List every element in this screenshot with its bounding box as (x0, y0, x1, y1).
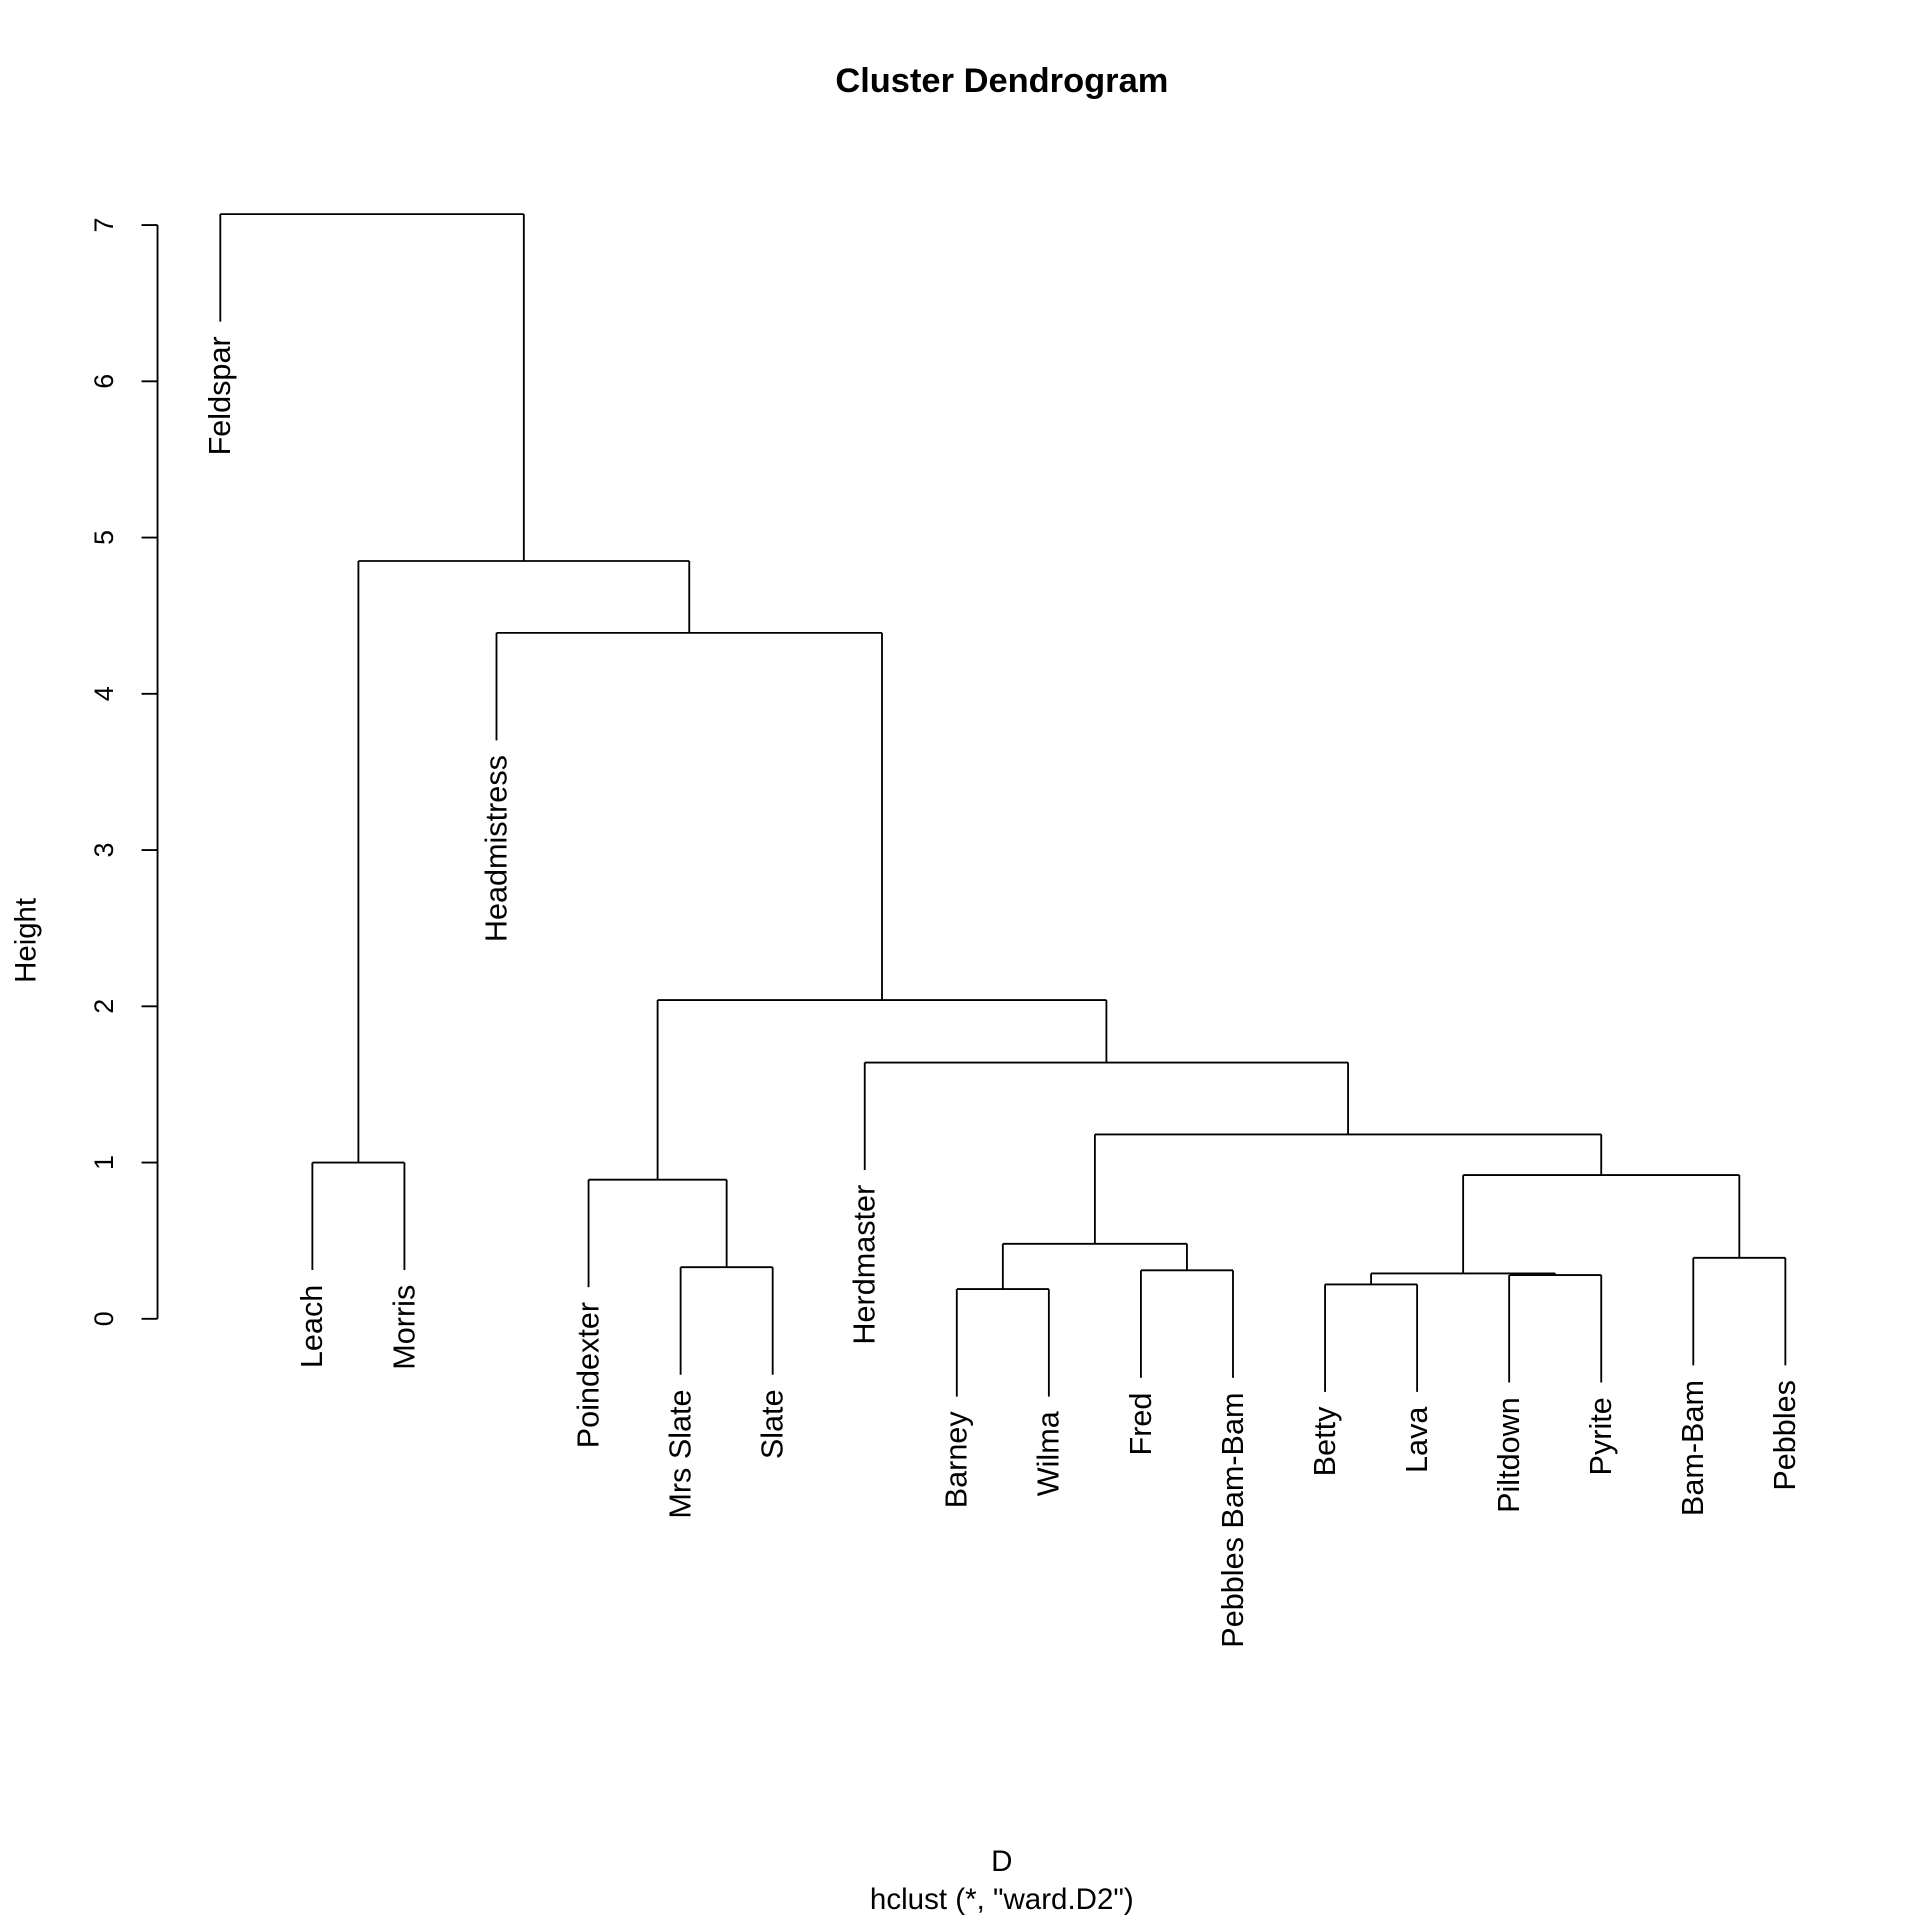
y-axis: 0 1 2 3 4 5 6 7 (89, 218, 159, 1326)
y-tick-label: 6 (89, 374, 119, 389)
leaf-label: Morris (386, 1285, 421, 1370)
leaf-label: Pyrite (1583, 1397, 1618, 1475)
leaf-label: Feldspar (202, 336, 237, 455)
y-tick-label: 0 (89, 1311, 119, 1326)
y-tick-label: 4 (89, 686, 119, 701)
y-tick-label: 2 (89, 999, 119, 1014)
leaf-label: Headmistress (478, 755, 513, 942)
leaf-labels: Barney Wilma Betty Lava Piltdown Pyrite Fred Pe… (202, 336, 1802, 1647)
leaf-label: Wilma (1031, 1410, 1066, 1496)
subtitle: hclust (*, "ward.D2") (870, 1883, 1134, 1916)
y-tick-label: 7 (89, 218, 119, 233)
y-tick-label: 5 (89, 530, 119, 545)
leaf-label: Lava (1399, 1406, 1434, 1473)
chart-title: Cluster Dendrogram (835, 62, 1168, 100)
leaf-label: Mrs Slate (662, 1389, 697, 1518)
leaf-label: Bam-Bam (1675, 1380, 1710, 1516)
y-axis-label: Height (10, 898, 43, 983)
leaf-label: Slate (754, 1389, 789, 1459)
leaf-label: Pebbles Bam-Bam (1215, 1393, 1250, 1648)
x-axis-label: D (991, 1845, 1012, 1878)
leaf-label: Betty (1307, 1406, 1342, 1476)
leaf-label: Leach (294, 1285, 329, 1368)
leaf-label: Piltdown (1491, 1397, 1526, 1513)
leaf-label: Herdmaster (847, 1185, 882, 1345)
dendrogram-tree (219, 213, 1787, 1397)
y-tick-label: 3 (89, 843, 119, 858)
leaf-label: Barney (939, 1411, 974, 1509)
y-tick-label: 1 (89, 1155, 119, 1170)
leaf-label: Poindexter (570, 1302, 605, 1448)
leaf-label: Fred (1123, 1393, 1158, 1456)
leaf-label: Pebbles (1767, 1380, 1802, 1491)
